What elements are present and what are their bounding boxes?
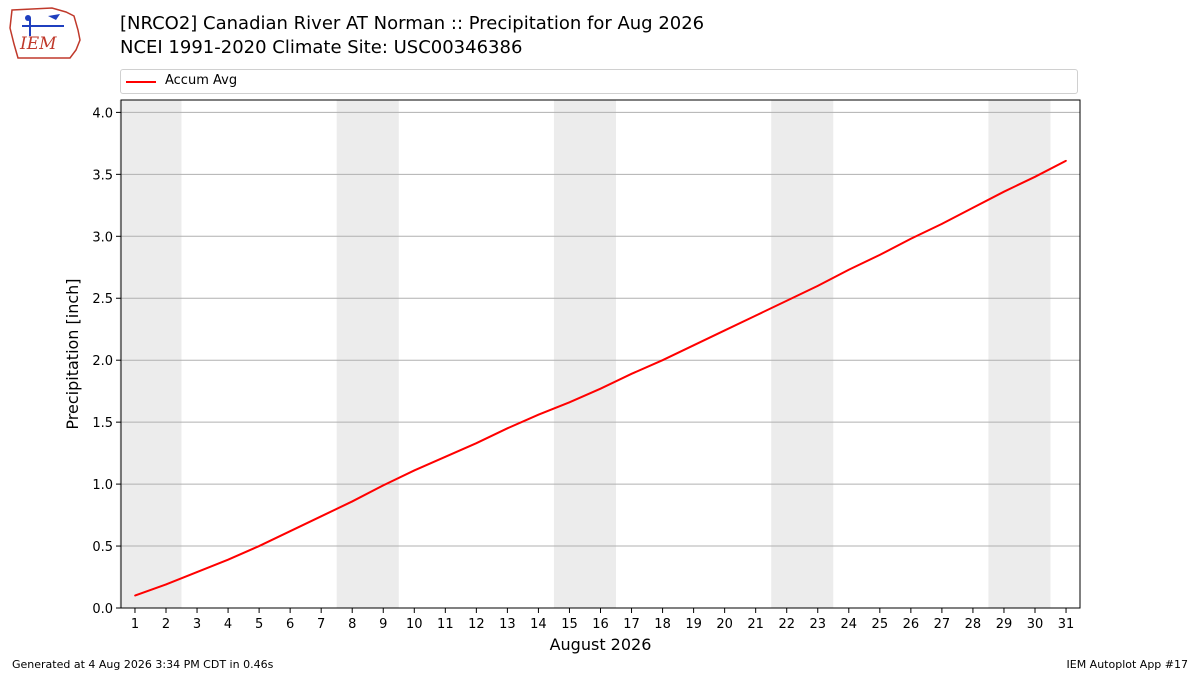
weekend-band [771,100,834,608]
x-tick-label: 15 [561,617,578,632]
data-point [972,206,974,209]
x-tick-label: 31 [1058,617,1075,632]
y-tick-label: 0.0 [92,602,113,617]
x-tick-label: 14 [530,617,547,632]
iem-logo: IEM [9,7,81,59]
data-point [910,237,912,240]
app-credit: IEM Autoplot App #17 [1066,658,1189,671]
x-tick-label: 30 [1027,617,1044,632]
chart-title-line1: [NRCO2] Canadian River AT Norman :: Prec… [120,13,705,34]
x-tick-label: 3 [193,617,201,632]
generated-timestamp: Generated at 4 Aug 2026 3:34 PM CDT in 0… [12,658,274,671]
x-tick-label: 19 [685,617,702,632]
data-point [227,558,229,561]
data-point [723,329,726,332]
x-tick-label: 4 [224,617,232,632]
y-axis-label: Precipitation [inch] [63,278,82,429]
data-point [351,500,354,503]
x-tick-label: 1 [131,617,139,632]
data-point [661,359,664,361]
x-tick-label: 27 [934,617,951,632]
x-axis-ticks: 1 2 3 4 5 6 7 8 9 10 11 12 13 14 15 16 17 18 19 20 21 22 23 24 2… [131,608,1074,632]
weekend-band [988,100,1051,608]
x-tick-label: 16 [592,617,609,632]
legend: Accum Avg [120,69,1078,94]
chart-title-line2: NCEI 1991-2020 Climate Site: USC00346386 [120,37,523,58]
x-tick-label: 28 [965,617,982,632]
legend-swatch-accum-avg [126,81,156,83]
x-tick-label: 2 [162,617,170,632]
data-point [382,484,385,487]
data-point [413,469,416,472]
x-tick-label: 18 [654,617,671,632]
x-tick-label: 9 [379,617,387,632]
x-tick-label: 5 [255,617,263,632]
weekend-band [336,100,399,608]
data-point [1065,159,1067,162]
data-point [692,344,695,347]
x-tick-label: 25 [872,617,889,632]
y-axis-ticks: 0.0 0.5 1.0 1.5 2.0 2.5 3.0 3.5 4.0 [92,106,121,617]
data-point [506,427,509,430]
data-point [475,442,478,445]
data-point [134,594,136,597]
x-tick-label: 29 [996,617,1013,632]
series-layer [134,159,1067,597]
weekend-bands [119,100,1051,608]
data-point [754,314,757,317]
data-point [1034,176,1036,178]
data-point [599,387,602,390]
data-point [196,571,198,573]
y-tick-label: 4.0 [92,106,113,121]
x-tick-label: 11 [437,617,454,632]
weekend-band [553,100,617,608]
x-tick-label: 13 [499,617,516,632]
data-point [320,515,322,518]
y-tick-label: 2.0 [92,354,113,369]
x-tick-label: 20 [716,617,733,632]
x-tick-label: 10 [406,617,423,632]
data-point [941,223,943,225]
x-tick-label: 6 [286,617,294,632]
y-tick-label: 1.5 [92,416,113,431]
y-tick-label: 3.5 [92,168,113,183]
data-point [568,401,571,404]
logo-text: IEM [19,34,57,54]
x-tick-label: 7 [317,617,325,632]
data-point [816,285,819,287]
y-tick-label: 0.5 [92,540,113,555]
y-tick-label: 2.5 [92,292,113,307]
x-tick-label: 17 [623,617,640,632]
x-axis-label: August 2026 [550,635,652,654]
data-point [847,268,850,271]
data-point [258,545,260,547]
data-point [630,373,633,375]
x-tick-label: 21 [747,617,764,632]
data-point [785,299,788,302]
data-point [444,456,447,458]
data-point [289,530,291,532]
x-tick-label: 23 [809,617,826,632]
x-tick-label: 26 [903,617,920,632]
data-point [1003,190,1005,193]
data-point [537,413,540,416]
y-tick-label: 1.0 [92,478,113,493]
data-point [165,583,167,586]
weekend-band [119,100,182,608]
y-tick-label: 3.0 [92,230,113,245]
x-tick-label: 8 [348,617,356,632]
data-point [879,254,881,256]
legend-label-accum-avg: Accum Avg [165,73,238,88]
x-tick-label: 24 [841,617,858,632]
x-tick-label: 22 [778,617,795,632]
x-tick-label: 12 [468,617,485,632]
